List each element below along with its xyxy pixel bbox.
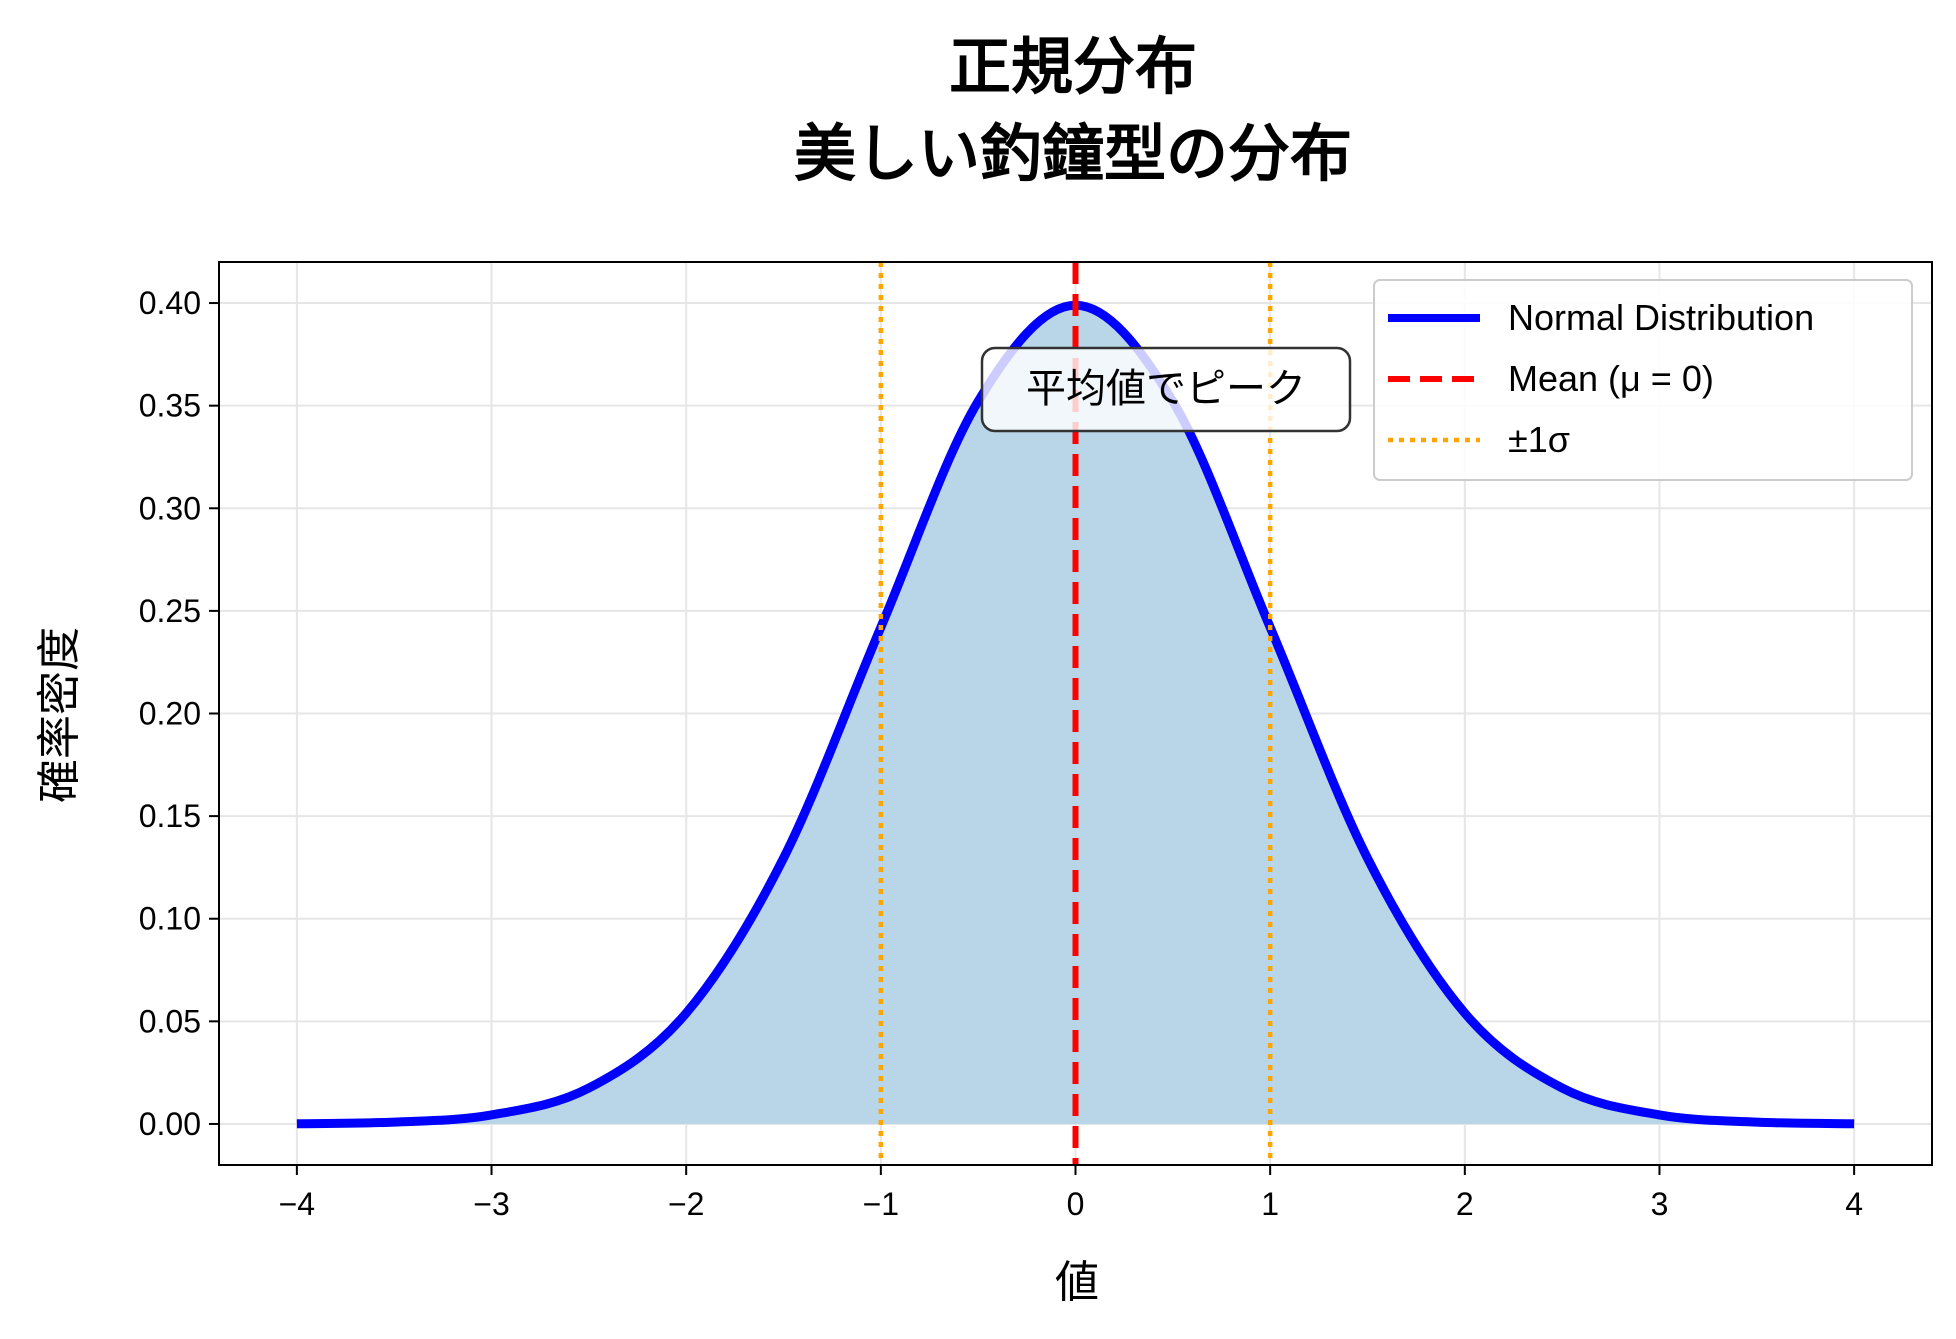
y-tick-label: 0.30	[139, 490, 201, 526]
legend-box	[1373, 279, 1913, 481]
x-tick-label: 1	[1261, 1186, 1279, 1222]
x-tick-label: 0	[1067, 1186, 1085, 1222]
x-tick-label: 2	[1456, 1186, 1474, 1222]
legend-label-sigma: ±1σ	[1508, 419, 1570, 460]
annotation: 平均値でピーク	[980, 346, 1352, 433]
y-tick-label: 0.40	[139, 285, 201, 321]
x-tick-label: −4	[279, 1186, 315, 1222]
legend-label-normal: Normal Distribution	[1508, 297, 1814, 338]
legend: Normal Distribution Mean (μ = 0) ±1σ	[1373, 279, 1913, 481]
annotation-box	[980, 346, 1352, 433]
x-tick-label: −2	[668, 1186, 704, 1222]
chart-title-line1: 正規分布	[949, 30, 1197, 103]
y-tick-label: 0.20	[139, 696, 201, 732]
annotation-text: 平均値でピーク	[1026, 366, 1306, 412]
x-axis-label: 値	[1055, 1257, 1099, 1308]
y-tick-label: 0.15	[139, 798, 201, 834]
y-tick-label: 0.35	[139, 388, 201, 424]
sigma-lines	[878, 262, 1273, 1165]
x-axis-ticks: −4 −3 −2 −1 0 1 2 3 4	[279, 1165, 1863, 1222]
x-tick-label: −1	[863, 1186, 899, 1222]
y-tick-label: 0.10	[139, 901, 201, 937]
legend-label-mean: Mean (μ = 0)	[1508, 358, 1714, 399]
x-tick-label: −3	[473, 1186, 509, 1222]
x-tick-label: 3	[1651, 1186, 1669, 1222]
x-tick-label: 4	[1845, 1186, 1863, 1222]
y-tick-label: 0.00	[139, 1106, 201, 1142]
y-axis-label: 確率密度	[34, 627, 85, 803]
y-tick-label: 0.25	[139, 593, 201, 629]
y-axis-ticks: 0.00 0.05 0.10 0.15 0.20 0.25 0.30 0.35 0.40	[139, 285, 219, 1142]
y-tick-label: 0.05	[139, 1003, 201, 1039]
chart-title-line2: 美しい釣鐘型の分布	[794, 117, 1352, 190]
